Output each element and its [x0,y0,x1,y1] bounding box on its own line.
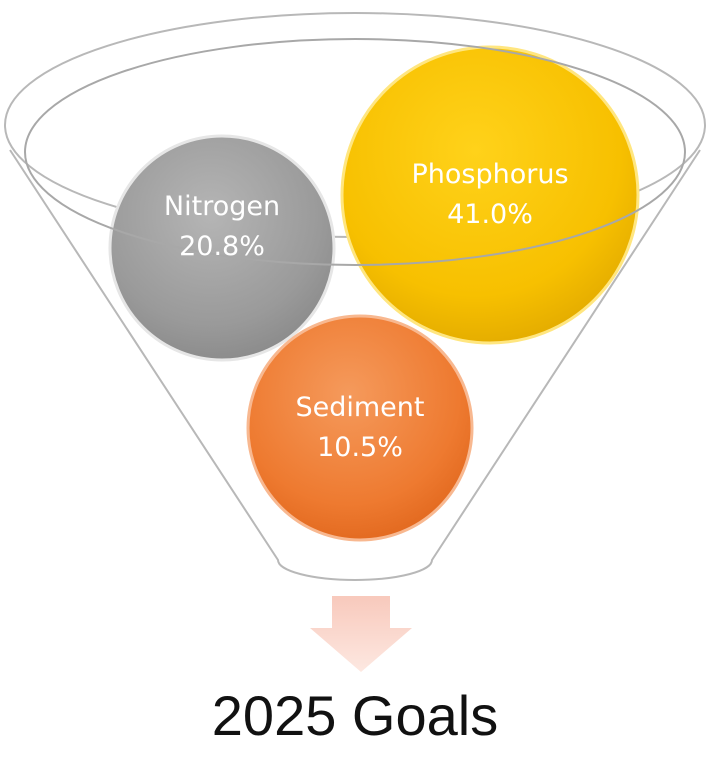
funnel-diagram: Nitrogen 20.8% Phosphorus 41.0% Sediment… [0,0,710,758]
node-label: Nitrogen [164,191,280,222]
circles [110,47,638,540]
node-circle [248,316,472,540]
node-circle [342,47,638,343]
node-value: 41.0% [447,199,533,230]
node-value: 10.5% [317,432,403,463]
node-label: Phosphorus [411,159,568,190]
node-value: 20.8% [179,231,265,262]
title: 2025 Goals [212,684,498,747]
node-label: Sediment [295,392,424,423]
down-arrow [310,596,412,672]
